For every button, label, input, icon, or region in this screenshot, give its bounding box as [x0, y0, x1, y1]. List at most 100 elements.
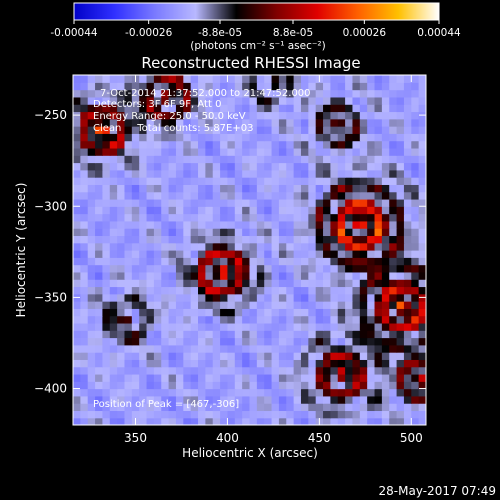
heatmap-cell [381, 279, 390, 288]
heatmap-cell [205, 279, 214, 288]
heatmap-cells [73, 75, 426, 425]
heatmap-cell [381, 82, 390, 91]
heatmap-cell [308, 359, 317, 368]
heatmap-cell [396, 250, 405, 258]
heatmap-cell [396, 271, 405, 280]
heatmap-cell [418, 271, 426, 280]
heatmap-cell [117, 162, 126, 171]
heatmap-cell [315, 111, 324, 120]
heatmap-cell [359, 279, 368, 288]
heatmap-cell [87, 96, 96, 105]
heatmap-cell [198, 184, 206, 193]
heatmap-cell [367, 169, 376, 178]
heatmap-cell [80, 286, 89, 295]
heatmap-cell [153, 213, 162, 222]
heatmap-cell [411, 75, 420, 83]
heatmap-cell [124, 286, 133, 295]
heatmap-cell [308, 191, 317, 200]
heatmap-cell [403, 388, 412, 397]
heatmap-cell [87, 111, 96, 120]
heatmap-cell [95, 235, 104, 244]
heatmap-cell [315, 381, 324, 390]
heatmap-cell [242, 169, 251, 178]
heatmap-cell [95, 344, 104, 353]
heatmap-cell [198, 235, 206, 244]
heatmap-cell [234, 308, 243, 317]
heatmap-cell [220, 330, 229, 339]
heatmap-cell [308, 301, 317, 309]
heatmap-cell [109, 198, 118, 207]
heatmap-cell [389, 206, 398, 215]
heatmap-cell [345, 366, 354, 375]
heatmap-cell [175, 271, 184, 280]
heatmap-cell [175, 206, 184, 215]
heatmap-cell [403, 330, 412, 339]
heatmap-cell [161, 279, 170, 288]
heatmap-cell [293, 155, 302, 164]
heatmap-cell [315, 301, 324, 309]
heatmap-cell [359, 395, 368, 404]
heatmap-cell [403, 308, 412, 317]
heatmap-cell [411, 301, 420, 309]
heatmap-cell [359, 403, 368, 412]
heatmap-cell [411, 169, 420, 178]
heatmap-cell [153, 352, 162, 360]
heatmap-cell [109, 330, 118, 339]
colorbar: -0.00044 -0.00026 -8.8e-05 8.8e-05 0.00026 0.… [50, 2, 461, 52]
heatmap-cell [161, 155, 170, 164]
heatmap-cell [308, 169, 317, 178]
heatmap-cell [389, 308, 398, 317]
heatmap-cell [249, 271, 258, 280]
heatmap-cell [95, 352, 104, 360]
heatmap-cell [411, 140, 420, 149]
heatmap-cell [396, 147, 405, 156]
heatmap-cell [87, 184, 96, 193]
heatmap-cell [359, 75, 368, 83]
heatmap-cell [300, 96, 309, 105]
heatmap-cell [256, 82, 265, 91]
heatmap-cell [396, 118, 405, 127]
heatmap-cell [374, 191, 383, 200]
heatmap-cell [87, 301, 96, 309]
heatmap-cell [95, 155, 104, 164]
heatmap-cell [95, 359, 104, 368]
heatmap-cell [87, 337, 96, 346]
heatmap-cell [389, 82, 398, 91]
heatmap-cell [271, 264, 280, 273]
heatmap-cell [80, 111, 89, 120]
heatmap-cell [286, 381, 295, 390]
heatmap-cell [190, 257, 199, 266]
heatmap-cell [352, 250, 361, 258]
heatmap-cell [278, 301, 287, 309]
heatmap-cell [286, 177, 295, 185]
heatmap-cell [411, 228, 420, 237]
heatmap-cell [220, 82, 229, 91]
heatmap-cell [389, 315, 398, 324]
heatmap-cell [205, 82, 214, 91]
heatmap-cell [389, 133, 398, 142]
heatmap-cell [234, 191, 243, 200]
heatmap-cell [323, 169, 331, 178]
heatmap-cell [256, 395, 265, 404]
heatmap-cell [124, 89, 133, 98]
heatmap-cell [352, 184, 361, 193]
heatmap-cell [293, 162, 302, 171]
heatmap-cell [367, 366, 376, 375]
heatmap-cell [190, 206, 199, 215]
heatmap-cell [234, 133, 243, 142]
heatmap-cell [117, 264, 126, 273]
heatmap-cell [87, 417, 96, 425]
heatmap-cell [374, 82, 383, 91]
heatmap-cell [293, 242, 302, 251]
heatmap-cell [411, 322, 420, 331]
heatmap-cell [131, 264, 140, 273]
heatmap-cell [264, 264, 273, 273]
heatmap-cell [403, 191, 412, 200]
heatmap-cell [242, 337, 251, 346]
heatmap-cell [418, 177, 426, 185]
heatmap-cell [286, 264, 295, 273]
heatmap-cell [264, 104, 273, 113]
heatmap-cell [264, 330, 273, 339]
heatmap-cell [293, 271, 302, 280]
